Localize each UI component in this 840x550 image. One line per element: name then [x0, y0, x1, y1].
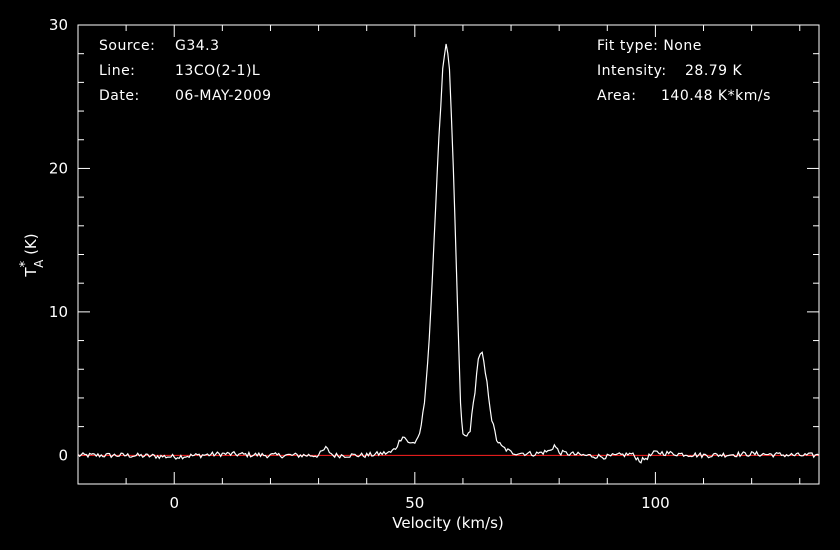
info-intensity: Intensity:	[597, 63, 667, 79]
info-area: Area:	[597, 88, 636, 104]
date-value: 06-MAY-2009	[175, 88, 272, 104]
y-tick-label: 0	[58, 446, 68, 464]
x-tick-label: 0	[169, 494, 179, 512]
info-source: Source:	[99, 38, 155, 54]
intensity-value: 28.79 K	[685, 63, 743, 79]
y-tick-label: 30	[49, 16, 68, 34]
info-date: Date:	[99, 88, 140, 104]
y-axis-label-sub: A	[32, 259, 46, 268]
y-axis-label: T*A (K)	[18, 233, 46, 277]
x-tick-label: 50	[405, 494, 424, 512]
info-date-value: 06-MAY-2009	[175, 88, 272, 104]
y-axis-label-unit: (K)	[22, 233, 40, 259]
info-intensity-value: 28.79 K	[685, 63, 742, 79]
y-axis-label-main: T	[22, 267, 40, 278]
source-label: Source:	[99, 38, 156, 54]
info-area-value: 140.48 K*km/s	[661, 88, 771, 104]
x-axis-label: Velocity (km/s)	[392, 514, 503, 532]
spectrum-trace	[77, 43, 820, 464]
info-fit: Fit type: None	[597, 38, 702, 54]
fit-label: Fit type:	[597, 38, 659, 54]
info-line-value: 13CO(2-1)L	[175, 63, 260, 79]
y-axis-label-sup: *	[18, 260, 33, 267]
y-tick-label: 20	[49, 159, 68, 177]
fit-value: None	[663, 38, 702, 54]
info-source-value: G34.3	[175, 38, 220, 54]
source-value: G34.3	[175, 38, 220, 54]
svg-text:T*A (K): T*A (K)	[18, 233, 46, 277]
x-tick-label: 100	[641, 494, 670, 512]
y-tick-label: 10	[49, 303, 68, 321]
area-value: 140.48 K*km/s	[661, 88, 771, 104]
info-line: Line:	[99, 63, 135, 79]
line-label: Line:	[99, 63, 136, 79]
area-label: Area:	[597, 88, 637, 104]
intensity-label: Intensity:	[597, 63, 667, 79]
date-label: Date:	[99, 88, 140, 104]
line-value: 13CO(2-1)L	[175, 63, 261, 79]
